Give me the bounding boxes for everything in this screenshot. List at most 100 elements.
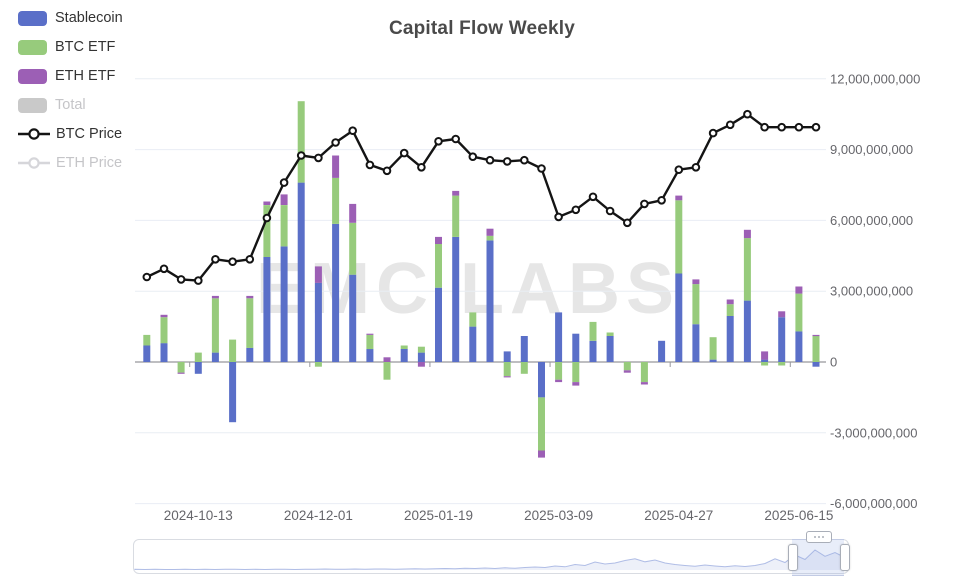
- bar-segment: [555, 312, 563, 362]
- bar-segment: [314, 362, 322, 367]
- bar-segment: [211, 352, 219, 362]
- x-axis-label: 2025-04-27: [644, 508, 713, 523]
- bar-segment: [469, 312, 477, 327]
- bar-segment: [469, 326, 477, 362]
- legend-label: Stablecoin: [55, 10, 123, 26]
- navigator-window[interactable]: [791, 539, 844, 576]
- bar-segment: [194, 352, 202, 362]
- stablecoin-bars: [143, 182, 820, 423]
- price-point-marker: [159, 264, 169, 274]
- bar-segment: [435, 287, 442, 362]
- bar-segment: [675, 200, 683, 274]
- bar-segment: [435, 236, 442, 244]
- legend-label: BTC ETF: [55, 39, 116, 55]
- legend-label: BTC Price: [56, 126, 123, 142]
- bar-segment: [400, 345, 408, 349]
- btc-etf-bars: [143, 101, 820, 451]
- bar-segment: [246, 347, 254, 362]
- page-title: Capital Flow Weekly: [388, 18, 576, 39]
- bar-segment: [263, 257, 271, 362]
- bar-segment: [709, 359, 717, 362]
- price-point-marker: [348, 126, 358, 135]
- bar-segment: [229, 339, 237, 362]
- bar-segment: [246, 298, 254, 348]
- bar-segment: [143, 334, 151, 346]
- bar-segment: [692, 284, 700, 325]
- bar-segment: [417, 352, 425, 362]
- price-point-marker: [468, 152, 478, 161]
- bar-segment: [606, 336, 614, 362]
- bar-segment: [589, 340, 597, 362]
- bar-segment: [160, 343, 168, 362]
- legend-label: ETH ETF: [55, 68, 116, 84]
- bar-segment: [452, 236, 460, 362]
- navigator-sparkline: [134, 549, 846, 571]
- price-point-marker: [451, 134, 461, 144]
- navigator-left-handle[interactable]: [787, 544, 798, 571]
- bar-segment: [452, 190, 460, 196]
- bar-segment: [366, 334, 374, 350]
- bar-segment: [349, 274, 357, 362]
- navigator-grip-handle[interactable]: [805, 531, 832, 543]
- bar-segment: [572, 333, 580, 362]
- bar-segment: [572, 362, 580, 383]
- bar-segment: [520, 362, 528, 374]
- legend-item-btc-etf[interactable]: BTC ETF: [18, 39, 123, 55]
- price-point-marker: [142, 272, 152, 282]
- bar-segment: [452, 195, 460, 237]
- x-axis-label: 2024-12-01: [284, 508, 353, 523]
- zero-axis: [135, 361, 826, 367]
- eth-price-line-marker-icon: [18, 157, 50, 169]
- price-point-marker: [811, 122, 821, 132]
- price-point-marker: [760, 122, 769, 132]
- navigator-right-handle[interactable]: [839, 544, 850, 571]
- price-point-marker: [605, 206, 615, 216]
- legend-item-eth-etf[interactable]: ETH ETF: [18, 68, 123, 84]
- price-point-marker: [640, 199, 649, 209]
- legend-item-total[interactable]: Total: [18, 97, 123, 113]
- bar-segment: [332, 155, 340, 178]
- bar-segment: [761, 359, 769, 362]
- bar-segment: [675, 195, 683, 201]
- price-point-marker: [657, 196, 666, 205]
- legend-item-btc-price[interactable]: BTC Price: [18, 126, 123, 142]
- bar-segment: [503, 351, 511, 362]
- price-point-marker: [314, 153, 323, 163]
- bar-segment: [606, 332, 614, 336]
- bar-segment: [778, 311, 786, 318]
- bar-segment: [177, 362, 185, 373]
- legend-item-eth-price[interactable]: ETH Price: [18, 155, 123, 171]
- bar-segment: [280, 194, 288, 205]
- bar-segment: [538, 450, 545, 458]
- x-axis-labels: 2024-10-13 2024-12-01 2025-01-19 2025-03-09…: [164, 508, 834, 523]
- bars: [143, 101, 820, 458]
- bar-segment: [726, 316, 734, 362]
- price-point-marker: [176, 275, 186, 284]
- bar-segment: [229, 362, 237, 423]
- price-point-marker: [262, 213, 272, 223]
- bar-segment: [623, 362, 631, 371]
- bar-segment: [658, 340, 666, 362]
- bar-segment: [555, 362, 563, 380]
- legend-item-stablecoin[interactable]: Stablecoin: [18, 10, 123, 26]
- price-point-marker: [554, 212, 563, 222]
- price-point-marker: [399, 148, 409, 158]
- bar-segment: [795, 286, 803, 294]
- price-point-marker: [537, 164, 546, 173]
- y-axis-label: 0: [830, 355, 837, 370]
- price-point-marker: [725, 120, 735, 130]
- bar-segment: [812, 334, 820, 337]
- bar-segment: [726, 299, 734, 305]
- bar-segment: [795, 293, 803, 332]
- bar-segment: [263, 205, 271, 257]
- bar-segment: [349, 203, 357, 223]
- bar-segment: [400, 349, 408, 362]
- bar-segment: [366, 349, 374, 362]
- price-point-marker: [520, 155, 529, 165]
- total-swatch-icon: [18, 97, 47, 113]
- bar-segment: [160, 317, 168, 344]
- bar-segment: [503, 376, 511, 378]
- data-zoom-navigator[interactable]: [133, 531, 850, 576]
